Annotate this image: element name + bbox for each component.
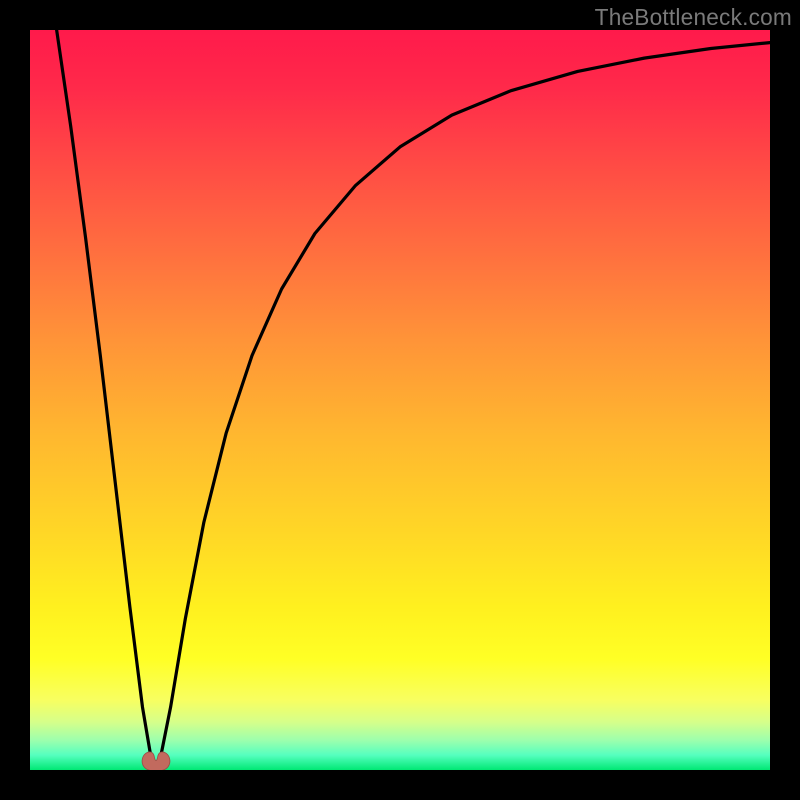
plot-area xyxy=(30,30,770,770)
chart-frame: TheBottleneck.com xyxy=(0,0,800,800)
dip-marker xyxy=(138,750,174,770)
watermark-text: TheBottleneck.com xyxy=(595,4,792,31)
bottleneck-curve xyxy=(30,30,770,770)
